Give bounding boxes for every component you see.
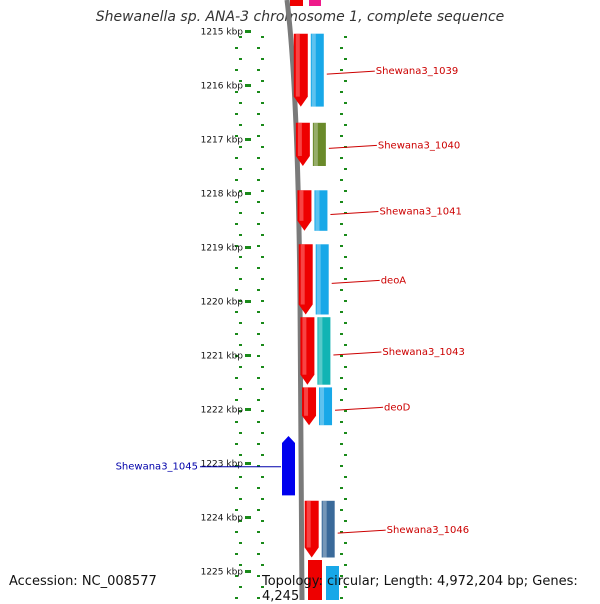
scale-tick-label: 1221 kbp <box>201 352 244 362</box>
scale-tick <box>245 354 251 357</box>
scale-tick-label: 1220 kbp <box>201 298 244 308</box>
scale-tick-label: 1215 kbp <box>201 28 244 38</box>
scale-tick <box>245 84 251 87</box>
gene-Shewana3_1045[interactable] <box>282 436 295 496</box>
gene-function-bar <box>312 122 326 166</box>
scale-tick <box>245 570 251 573</box>
gene-leader-line <box>326 70 375 75</box>
scale-tick-label: 1223 kbp <box>201 460 244 470</box>
gene-label[interactable]: Shewana3_1041 <box>379 207 461 218</box>
gene-leader-line <box>333 351 382 356</box>
gene-leader-line <box>337 529 386 534</box>
scale-dots-left <box>257 36 264 599</box>
scale-tick-label: 1218 kbp <box>201 190 244 200</box>
gene-Shewana3_1039[interactable] <box>293 33 324 107</box>
gene-leader-line <box>328 144 377 149</box>
gene-function-bar <box>315 244 329 315</box>
scale-tick <box>245 138 251 141</box>
gene-label[interactable]: Shewana3_1045 <box>116 462 198 473</box>
scale-tick <box>245 408 251 411</box>
scale-tick <box>245 192 251 195</box>
gene-deoA[interactable] <box>298 244 329 315</box>
scale-tick <box>245 516 251 519</box>
gene-label[interactable]: deoA <box>381 275 407 286</box>
gene-Shewana3_1043[interactable] <box>300 317 331 385</box>
gene-function-bar <box>314 190 328 231</box>
scale-tick <box>245 300 251 303</box>
scale-tick-label: 1216 kbp <box>201 82 244 92</box>
scale-dots-inner <box>235 36 242 599</box>
gene-function-bar <box>310 33 324 107</box>
gene-label[interactable]: Shewana3_1040 <box>378 140 460 151</box>
accession-text: Accession: NC_008577 <box>9 574 157 589</box>
gene-deoD[interactable] <box>302 387 333 426</box>
gene-leader-line <box>330 211 379 216</box>
gene-label[interactable]: deoD <box>384 402 411 413</box>
gene-label[interactable]: Shewana3_1039 <box>376 66 458 77</box>
gene-Shewana3_1040[interactable] <box>295 122 326 166</box>
scale-tick-label: 1217 kbp <box>201 136 244 146</box>
gene-Shewana3_1041[interactable] <box>297 190 328 231</box>
scale-tick-label: 1224 kbp <box>201 514 244 524</box>
gene-leader-line <box>335 406 384 411</box>
scale-tick-label: 1219 kbp <box>201 244 244 254</box>
gene-Shewana3_1046[interactable] <box>304 500 335 558</box>
gene-arrow[interactable] <box>282 436 295 496</box>
scale-tick-label: 1222 kbp <box>201 406 244 416</box>
scale-tick <box>245 246 251 249</box>
gene-function-bar <box>321 500 335 558</box>
gene-function-bar <box>319 387 333 426</box>
gene-function-bar <box>317 317 331 385</box>
map-title: Shewanella sp. ANA-3 chromosome 1, compl… <box>95 9 505 25</box>
partial-genes <box>290 0 339 600</box>
scale-tick <box>245 462 251 465</box>
scale-tick <box>245 30 251 33</box>
gene-label[interactable]: Shewana3_1043 <box>382 347 464 358</box>
scale-tick-label: 1225 kbp <box>201 568 244 578</box>
scale-dots-right <box>340 36 347 599</box>
gene-label[interactable]: Shewana3_1046 <box>387 525 469 536</box>
gene-leader-line <box>331 279 380 284</box>
